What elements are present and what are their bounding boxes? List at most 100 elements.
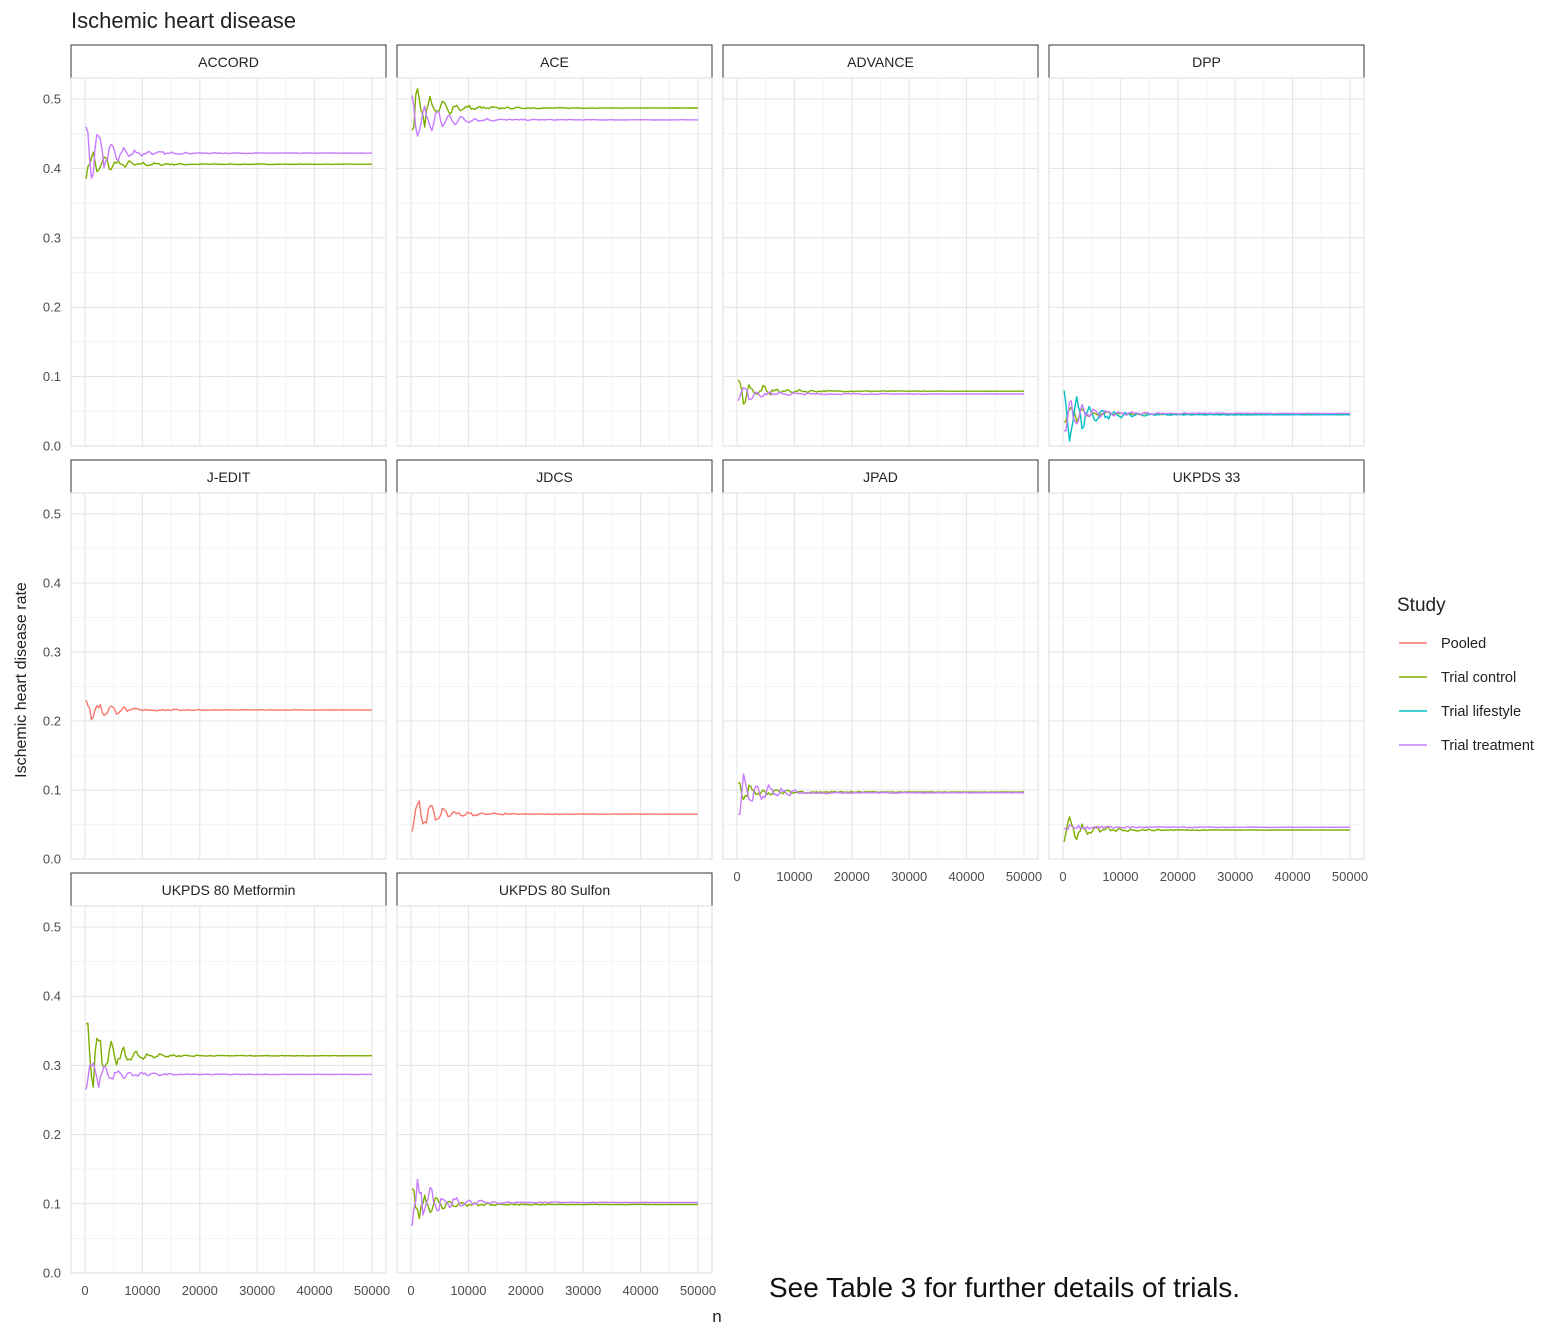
- series-line-trial-control: [1063, 816, 1351, 842]
- panel-strip-label: UKPDS 80 Sulfon: [499, 882, 610, 898]
- y-tick-label: 0.5: [43, 920, 61, 935]
- y-tick-label: 0.0: [43, 439, 61, 454]
- chart-title: Ischemic heart disease: [71, 8, 296, 33]
- panel-strip: [70, 44, 387, 79]
- series-line-trial-lifestyle: [1063, 390, 1351, 442]
- panel-grid: [723, 493, 1038, 860]
- x-tick-label: 50000: [1006, 869, 1042, 884]
- series-line-trial-control: [738, 782, 1024, 801]
- legend-label: Trial lifestyle: [1441, 704, 1521, 720]
- y-tick-label: 0.5: [43, 507, 61, 522]
- series-line-trial-treatment: [1063, 824, 1350, 831]
- series-line-trial-treatment: [738, 773, 1024, 815]
- x-tick-label: 0: [733, 869, 740, 884]
- panel-accord: ACCORD: [70, 44, 387, 447]
- panel-ukpds-33: UKPDS 33: [1048, 459, 1365, 860]
- panel-grid: [1049, 493, 1364, 860]
- x-tick-label: 30000: [565, 1283, 601, 1298]
- x-tick-label: 10000: [776, 869, 812, 884]
- panel-strip-label: JPAD: [863, 469, 898, 485]
- panel-strip-label: ADVANCE: [847, 54, 914, 70]
- x-tick-label: 20000: [834, 869, 870, 884]
- panel-strip: [70, 459, 387, 494]
- panel-strip-label: DPP: [1192, 54, 1221, 70]
- x-tick-label: 50000: [1332, 869, 1368, 884]
- x-tick-label: 20000: [1160, 869, 1196, 884]
- series-line-trial-treatment: [737, 387, 1025, 402]
- x-tick-label: 0: [407, 1283, 414, 1298]
- x-tick-label: 30000: [891, 869, 927, 884]
- y-tick-label: 0.2: [43, 300, 61, 315]
- series-line-trial-treatment: [1064, 400, 1350, 432]
- series-line-trial-treatment: [411, 1178, 699, 1226]
- panel-ukpds-80-sulfon: UKPDS 80 Sulfon: [396, 872, 713, 1274]
- panel-ace: ACE: [396, 44, 713, 447]
- x-tick-label: 40000: [949, 869, 985, 884]
- panel-dpp: DPP: [1048, 44, 1365, 447]
- x-tick-label: 40000: [623, 1283, 659, 1298]
- series-line-trial-treatment: [85, 126, 372, 179]
- series-line-trial-control: [85, 151, 372, 179]
- panel-grid: [1049, 78, 1364, 447]
- x-tick-label: 10000: [1102, 869, 1138, 884]
- panel-grid: [397, 78, 712, 447]
- panel-advance: ADVANCE: [722, 44, 1039, 447]
- x-tick-label: 10000: [450, 1283, 486, 1298]
- panel-frame: [396, 77, 713, 447]
- panel-frame: [1048, 492, 1365, 860]
- x-axis-label: n: [712, 1307, 721, 1325]
- panel-frame: [70, 492, 387, 860]
- y-tick-label: 0.0: [43, 852, 61, 867]
- panel-grid: [71, 78, 386, 447]
- panel-strip-label: J-EDIT: [207, 469, 251, 485]
- panel-j-edit: J-EDIT: [70, 459, 387, 860]
- y-tick-label: 0.2: [43, 1127, 61, 1142]
- y-tick-label: 0.4: [43, 161, 61, 176]
- x-tick-label: 30000: [1217, 869, 1253, 884]
- y-axis-label: Ischemic heart disease rate: [13, 582, 30, 778]
- panel-jdcs: JDCS: [396, 459, 713, 860]
- x-tick-label: 30000: [239, 1283, 275, 1298]
- x-tick-label: 50000: [680, 1283, 716, 1298]
- y-tick-label: 0.3: [43, 645, 61, 660]
- y-tick-label: 0.1: [43, 783, 61, 798]
- series-line-trial-control: [737, 379, 1025, 405]
- legend: Study Pooled Trial control Trial lifestyle…: [1397, 595, 1534, 754]
- footnote: See Table 3 for further details of trial…: [769, 1272, 1241, 1303]
- panel-grid: [71, 493, 386, 860]
- panel-frame: [722, 492, 1039, 860]
- panel-strip: [1048, 459, 1365, 494]
- panel-frame: [70, 905, 387, 1274]
- panel-strip: [396, 459, 713, 494]
- panel-strip-label: JDCS: [536, 469, 573, 485]
- x-tick-label: 0: [81, 1283, 88, 1298]
- panel-frame: [1048, 77, 1365, 447]
- panel-strip: [396, 44, 713, 79]
- series-line-trial-treatment: [411, 95, 699, 137]
- y-tick-label: 0.2: [43, 714, 61, 729]
- series-line-trial-control: [85, 1022, 372, 1088]
- x-tick-label: 0: [1059, 869, 1066, 884]
- panel-strip: [70, 872, 387, 907]
- y-tick-label: 0.5: [43, 92, 61, 107]
- panels: ACCORD ACE ADVANCE DPP J-EDIT JDCS JPAD UKPDS 3…: [70, 44, 1365, 1274]
- x-tick-label: 40000: [297, 1283, 333, 1298]
- y-tick-label: 0.4: [43, 576, 61, 591]
- panel-strip: [396, 872, 713, 907]
- legend-label: Trial treatment: [1441, 738, 1534, 754]
- panel-strip: [722, 44, 1039, 79]
- y-tick-label: 0.0: [43, 1266, 61, 1281]
- x-tick-label: 40000: [1275, 869, 1311, 884]
- y-tick-label: 0.3: [43, 1058, 61, 1073]
- panel-frame: [70, 77, 387, 447]
- series-line-pooled: [411, 800, 699, 832]
- x-tick-label: 20000: [508, 1283, 544, 1298]
- y-tick-label: 0.1: [43, 1196, 61, 1211]
- legend-label: Pooled: [1441, 636, 1486, 652]
- x-tick-label: 50000: [354, 1283, 390, 1298]
- series-line-trial-treatment: [85, 1062, 373, 1090]
- y-tick-label: 0.4: [43, 989, 61, 1004]
- panel-strip-label: UKPDS 33: [1173, 469, 1241, 485]
- axes: 0.0 0.1 0.2 0.3 0.4 0.5 0.0 0.1 0.2 0.3 0.4 0.5 0 100…: [43, 92, 1368, 1299]
